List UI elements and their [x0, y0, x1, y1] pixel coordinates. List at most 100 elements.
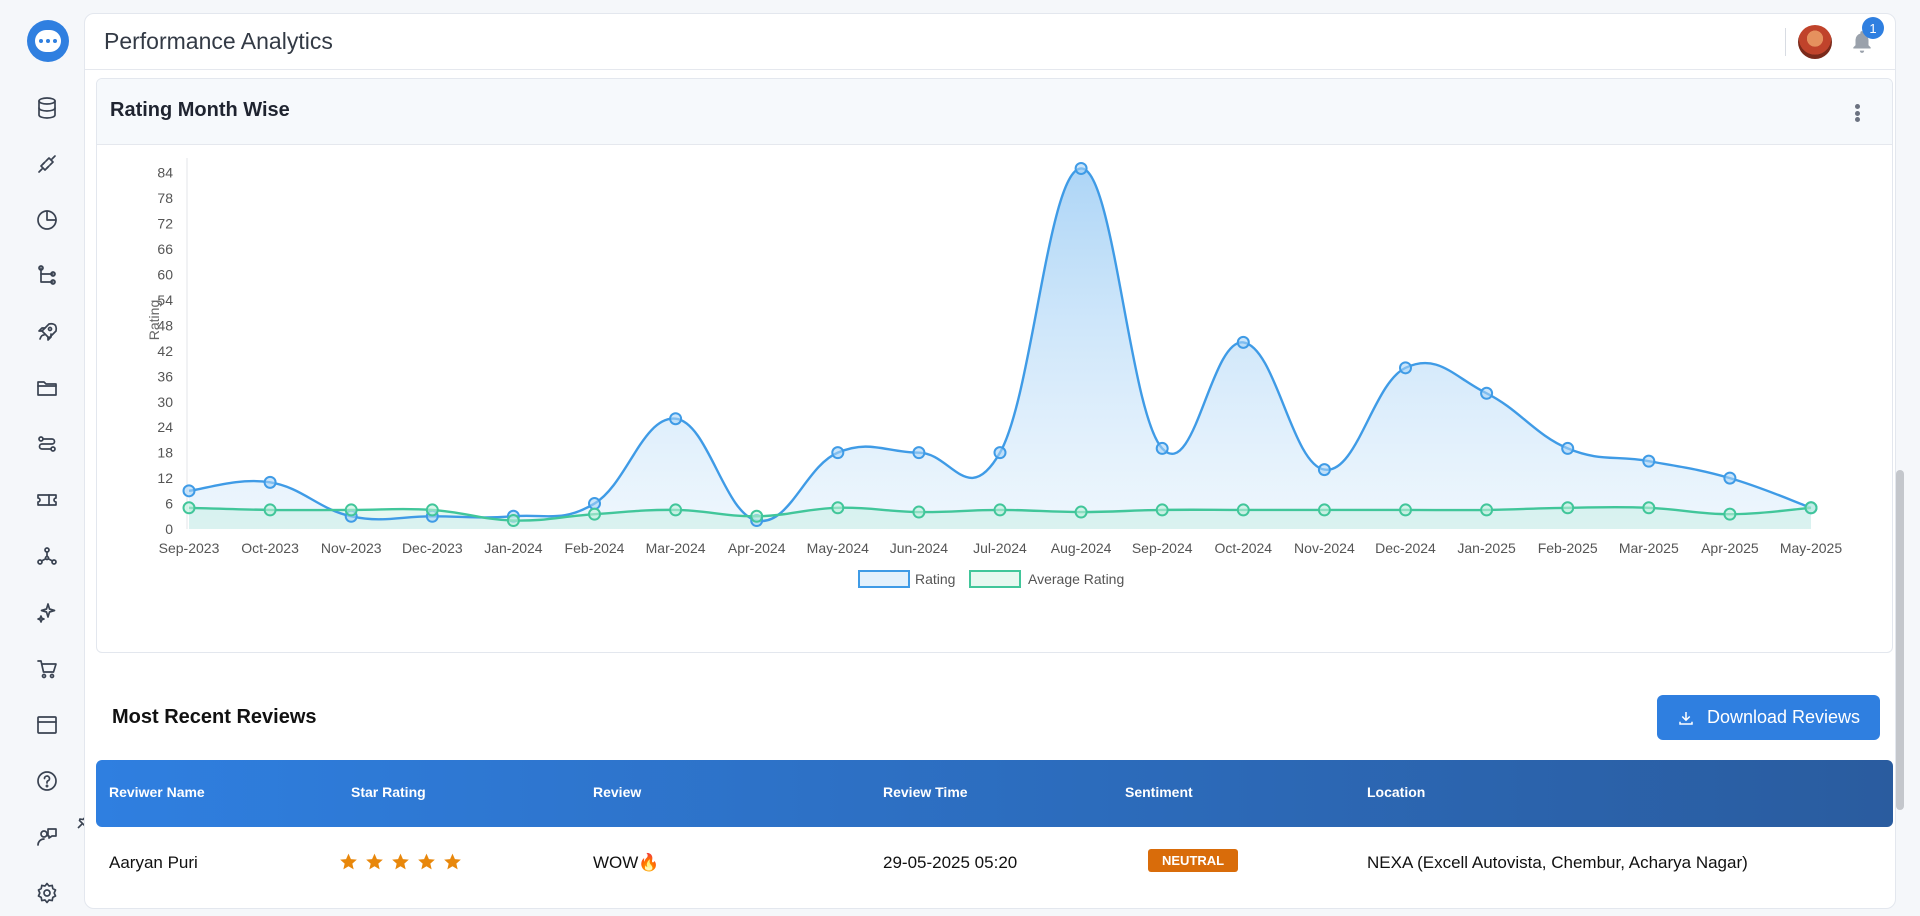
- x-tick-label: May-2024: [807, 540, 869, 556]
- data-point-rating: [669, 412, 683, 426]
- y-tick-label: 48: [157, 317, 173, 333]
- sparkle-icon[interactable]: [32, 598, 62, 628]
- chart-title: Rating Month Wise: [110, 99, 290, 121]
- y-tick-label: 84: [157, 165, 173, 181]
- column-header-sentiment[interactable]: Sentiment: [1125, 784, 1193, 800]
- data-point-average-rating: [669, 503, 683, 517]
- rocket-icon[interactable]: [32, 317, 62, 347]
- column-header-reviewer[interactable]: Reviwer Name: [109, 784, 205, 800]
- y-tick-label: 60: [157, 267, 173, 283]
- app-logo[interactable]: [27, 20, 69, 62]
- data-point-rating: [588, 497, 601, 511]
- pie-chart-icon[interactable]: [32, 205, 62, 235]
- data-point-rating: [1642, 454, 1656, 468]
- data-point-average-rating: [1480, 503, 1494, 517]
- rating-chart-card: Rating Month Wise 0 6 12 18 24 30 36 42 48 54 60 66…: [96, 78, 1893, 653]
- data-point-average-rating: [912, 505, 926, 519]
- data-point-average-rating: [1074, 505, 1088, 519]
- x-tick-label: Jul-2024: [973, 540, 1027, 556]
- plug-icon[interactable]: [32, 149, 62, 179]
- data-point-average-rating: [750, 509, 764, 523]
- column-header-review-time[interactable]: Review Time: [883, 784, 968, 800]
- data-point-average-rating: [993, 503, 1007, 517]
- scrollbar[interactable]: [1896, 470, 1904, 810]
- y-tick-label: 42: [157, 343, 173, 359]
- data-point-average-rating: [1399, 503, 1412, 517]
- legend-label-average-rating: Average Rating: [1028, 571, 1124, 587]
- cart-icon[interactable]: [32, 654, 62, 684]
- sentiment-badge: NEUTRAL: [1148, 849, 1239, 872]
- y-axis-label: Rating: [146, 300, 162, 340]
- y-tick-label: 36: [157, 368, 173, 384]
- data-point-average-rating: [1561, 501, 1575, 515]
- data-point-average-rating: [263, 503, 277, 517]
- data-point-average-rating: [506, 514, 520, 528]
- x-tick-label: May-2025: [1780, 540, 1842, 556]
- data-point-rating: [912, 446, 926, 460]
- y-tick-label: 54: [157, 292, 173, 308]
- x-tick-label: Apr-2024: [728, 540, 786, 556]
- network-icon[interactable]: [32, 541, 62, 571]
- data-point-average-rating: [182, 501, 196, 515]
- x-tick-label: Feb-2025: [1538, 540, 1598, 556]
- workflow-icon[interactable]: [32, 429, 62, 459]
- star-icon: [366, 853, 383, 870]
- column-header-star-rating[interactable]: Star Rating: [351, 784, 426, 800]
- y-tick-label: 30: [157, 394, 173, 410]
- data-point-rating: [1236, 335, 1250, 349]
- ticket-icon[interactable]: [32, 485, 62, 515]
- star-rating: [338, 852, 463, 872]
- sidebar: [0, 0, 94, 916]
- feedback-icon[interactable]: [32, 822, 62, 852]
- star-icon: [444, 853, 461, 870]
- divider: [1785, 28, 1786, 56]
- download-reviews-label: Download Reviews: [1706, 707, 1861, 727]
- top-bar: Performance Analytics 1: [85, 14, 1895, 70]
- x-tick-label: Feb-2024: [565, 540, 625, 556]
- main-panel: Performance Analytics 1 Rating Month Wis…: [84, 13, 1896, 909]
- data-point-rating: [1317, 463, 1331, 477]
- x-tick-label: Aug-2024: [1051, 540, 1112, 556]
- data-point-rating: [831, 446, 845, 460]
- y-tick-label: 12: [157, 470, 173, 486]
- y-tick-label: 18: [157, 445, 173, 461]
- data-point-average-rating: [344, 503, 358, 517]
- hierarchy-icon[interactable]: [32, 261, 62, 291]
- y-tick-label: 66: [157, 241, 173, 257]
- y-tick-label: 24: [157, 419, 173, 435]
- window-icon[interactable]: [32, 710, 62, 740]
- x-tick-label: Apr-2025: [1701, 540, 1759, 556]
- review-text: WOW🔥: [593, 853, 660, 872]
- chat-icon: [35, 30, 61, 52]
- database-icon[interactable]: [32, 93, 62, 123]
- folder-icon[interactable]: [32, 373, 62, 403]
- page-title: Performance Analytics: [104, 28, 333, 54]
- avatar[interactable]: [1798, 25, 1832, 59]
- data-point-average-rating: [1155, 503, 1169, 517]
- data-point-average-rating: [1642, 501, 1656, 515]
- more-options-icon[interactable]: [1849, 101, 1865, 125]
- column-header-location[interactable]: Location: [1367, 784, 1426, 800]
- x-tick-label: Sep-2024: [1132, 540, 1193, 556]
- x-tick-label: Jun-2024: [890, 540, 949, 556]
- data-point-rating: [1074, 161, 1088, 175]
- column-header-review[interactable]: Review: [593, 784, 642, 800]
- x-tick-label: Jan-2025: [1457, 540, 1516, 556]
- x-tick-label: Nov-2024: [1294, 540, 1355, 556]
- download-reviews-button[interactable]: Download Reviews: [1657, 695, 1880, 740]
- legend-label-rating: Rating: [915, 571, 955, 587]
- series-area-rating: [189, 168, 1811, 529]
- x-tick-label: Sep-2023: [159, 540, 220, 556]
- data-point-average-rating: [425, 503, 439, 517]
- data-point-average-rating: [831, 501, 845, 515]
- data-point-rating: [1155, 441, 1169, 455]
- x-tick-label: Jan-2024: [484, 540, 543, 556]
- data-point-rating: [1723, 471, 1737, 485]
- star-icon: [392, 853, 409, 870]
- data-point-rating: [263, 475, 277, 489]
- x-tick-label: Mar-2025: [1619, 540, 1679, 556]
- table-row[interactable]: Aaryan Puri WOW🔥 29-05-2025 05:20 NEUTRA…: [96, 827, 1893, 897]
- y-tick-label: 78: [157, 190, 173, 206]
- settings-icon[interactable]: [32, 878, 62, 908]
- help-icon[interactable]: [32, 766, 62, 796]
